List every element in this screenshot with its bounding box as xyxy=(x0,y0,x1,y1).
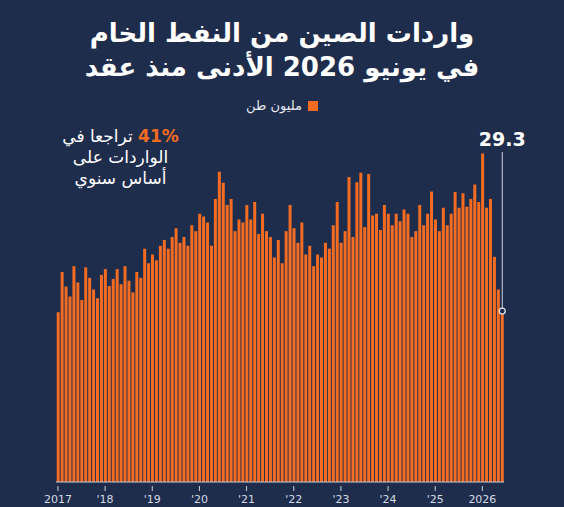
svg-text:'20: '20 xyxy=(191,493,208,506)
svg-text:'25: '25 xyxy=(427,493,444,506)
svg-text:'19: '19 xyxy=(144,493,161,506)
svg-text:'24: '24 xyxy=(380,493,397,506)
svg-text:'22: '22 xyxy=(285,493,302,506)
svg-text:'23: '23 xyxy=(332,493,349,506)
svg-text:2017: 2017 xyxy=(44,493,72,506)
html-text:تراجعا في الواردات على أساس سن: تراجعا في الواردات على أساس سنوي xyxy=(62,126,169,188)
html-text:واردات الصين من النفط الخام في: واردات الصين من النفط الخام في يونيو 202… xyxy=(84,18,480,82)
html-text:41%: 41% xyxy=(138,126,179,146)
svg-text:29.3: 29.3 xyxy=(479,128,526,150)
svg-text:'21: '21 xyxy=(238,493,255,506)
svg-text:'18: '18 xyxy=(97,493,114,506)
svg-text:2026: 2026 xyxy=(468,493,496,506)
html-text:مليون طن: مليون طن xyxy=(246,98,302,113)
